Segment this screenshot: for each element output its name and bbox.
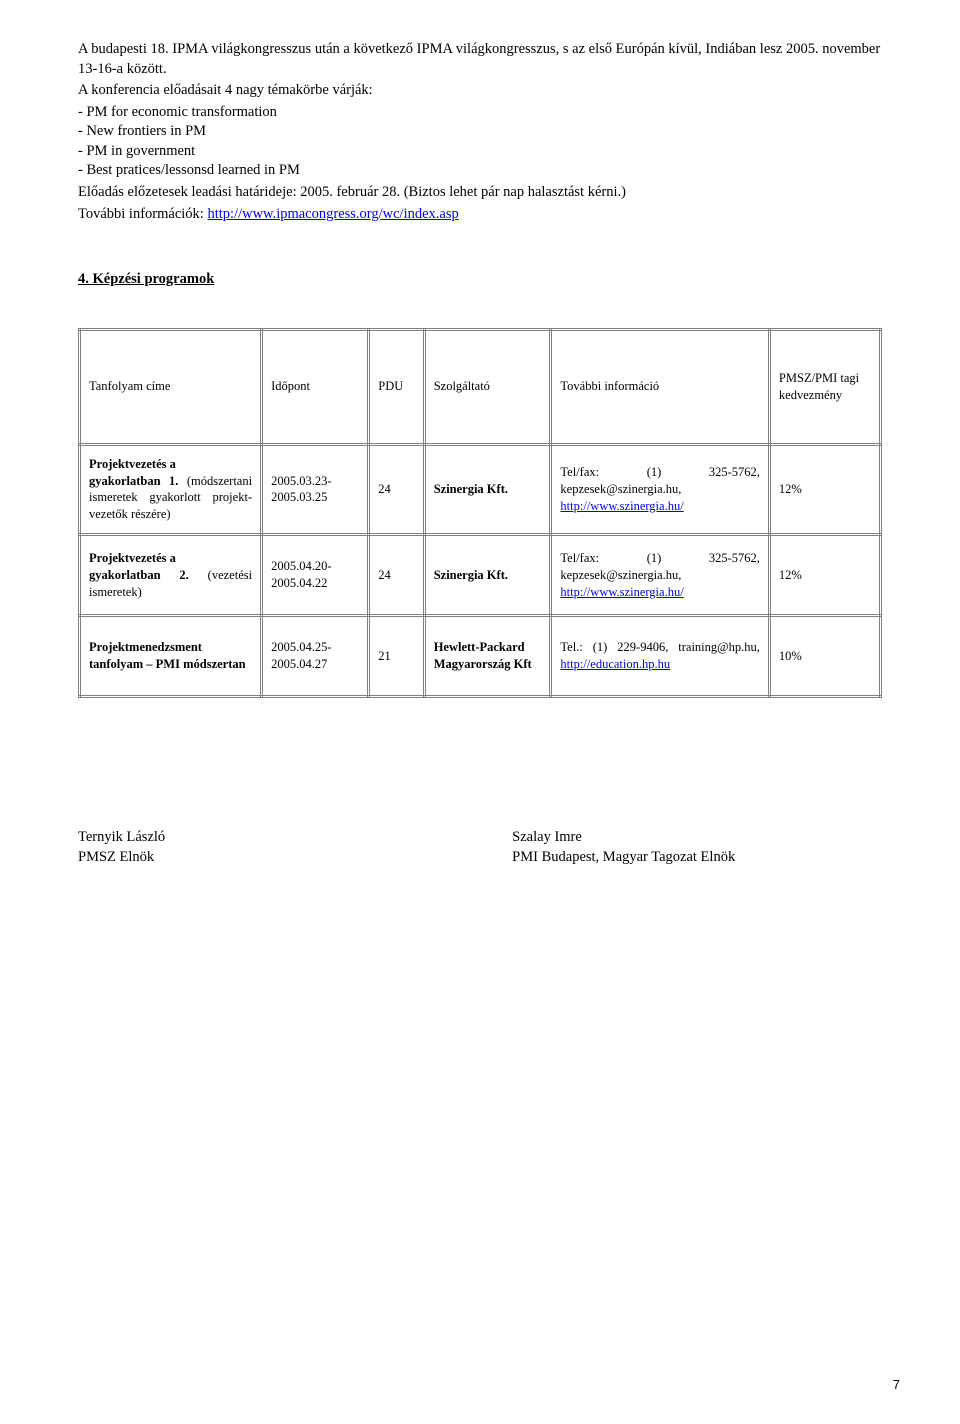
section-4-heading: 4. Képzési programok (78, 270, 882, 290)
intro-bullet: - New frontiers in PM (78, 122, 882, 142)
th-date: Időpont (262, 329, 369, 444)
intro-bullet: - PM for economic transformation (78, 103, 882, 123)
th-course: Tanfolyam címe (80, 329, 262, 444)
intro-bullet: - PM in government (78, 142, 882, 162)
cell-provider: Szinergia Kft. (424, 535, 551, 616)
table-row: Projektmenedzsment tanfolyam – PMI módsz… (80, 616, 881, 697)
cell-course: Projektvezetés a gyakorlatban 2. (vezeté… (80, 535, 262, 616)
th-provider: Szolgáltató (424, 329, 551, 444)
cell-date: 2005.04.20-2005.04.22 (262, 535, 369, 616)
info-tel: Tel/fax: (1) 325-5762, kepzesek@szinergi… (560, 465, 760, 496)
signer-left-name: Ternyik László (78, 828, 448, 848)
intro-paragraph-2: A konferencia előadásait 4 nagy témakörb… (78, 81, 882, 101)
th-discount: PMSZ/PMI tagi kedvezmény (769, 329, 880, 444)
cell-pdu: 21 (369, 616, 424, 697)
cell-course: Projektvezetés a gyakorlatban 1. (módsze… (80, 444, 262, 535)
cell-course: Projektmenedzsment tanfolyam – PMI módsz… (80, 616, 262, 697)
cell-pdu: 24 (369, 444, 424, 535)
info-tel: Tel/fax: (1) 325-5762, kepzesek@szinergi… (560, 551, 760, 582)
cell-date: 2005.04.25-2005.04.27 (262, 616, 369, 697)
cell-pdu: 24 (369, 535, 424, 616)
provider-link[interactable]: http://www.szinergia.hu/ (560, 499, 683, 513)
more-info-prefix: További információk: (78, 206, 207, 222)
cell-discount: 10% (769, 616, 880, 697)
signer-right: Szalay Imre PMI Budapest, Magyar Tagozat… (512, 828, 882, 867)
th-pdu: PDU (369, 329, 424, 444)
provider-link[interactable]: http://www.szinergia.hu/ (560, 585, 683, 599)
cell-info: Tel/fax: (1) 325-5762, kepzesek@szinergi… (551, 444, 770, 535)
signer-right-name: Szalay Imre (512, 828, 882, 848)
course-title-bold: gyakorlatban 2. (89, 568, 208, 582)
cell-info: Tel.: (1) 229-9406, training@hp.hu, http… (551, 616, 770, 697)
table-row: Projektvezetés a gyakorlatban 2. (vezeté… (80, 535, 881, 616)
intro-bullet-list: - PM for economic transformation - New f… (78, 103, 882, 181)
table-row: Projektvezetés a gyakorlatban 1. (módsze… (80, 444, 881, 535)
signer-left-title: PMSZ Elnök (78, 848, 448, 868)
training-table: Tanfolyam címe Időpont PDU Szolgáltató T… (78, 328, 882, 699)
intro-bullet: - Best pratices/lessonsd learned in PM (78, 161, 882, 181)
cell-discount: 12% (769, 535, 880, 616)
signer-left: Ternyik László PMSZ Elnök (78, 828, 448, 867)
course-title-bold: gyakorlatban 1. (89, 474, 178, 488)
signer-right-title: PMI Budapest, Magyar Tagozat Elnök (512, 848, 882, 868)
page-number: 7 (893, 1376, 900, 1394)
table-header-row: Tanfolyam címe Időpont PDU Szolgáltató T… (80, 329, 881, 444)
info-tel: Tel.: (1) 229-9406, training@hp.hu, (560, 640, 760, 654)
intro-paragraph-1: A budapesti 18. IPMA világkongresszus ut… (78, 40, 882, 79)
th-info: További információ (551, 329, 770, 444)
cell-provider: Hewlett-Packard Magyarország Kft (424, 616, 551, 697)
cell-info: Tel/fax: (1) 325-5762, kepzesek@szinergi… (551, 535, 770, 616)
cell-discount: 12% (769, 444, 880, 535)
intro-deadline: Előadás előzetesek leadási határideje: 2… (78, 183, 882, 203)
intro-more-info: További információk: http://www.ipmacong… (78, 205, 882, 225)
provider-link[interactable]: http://education.hp.hu (560, 657, 670, 671)
cell-provider: Szinergia Kft. (424, 444, 551, 535)
course-title-bold: Projektvezetés a (89, 551, 176, 565)
cell-date: 2005.03.23-2005.03.25 (262, 444, 369, 535)
course-title-bold: Projektvezetés a (89, 457, 176, 471)
signers-block: Ternyik László PMSZ Elnök Szalay Imre PM… (78, 828, 882, 867)
ipma-link[interactable]: http://www.ipmacongress.org/wc/index.asp (207, 206, 458, 222)
